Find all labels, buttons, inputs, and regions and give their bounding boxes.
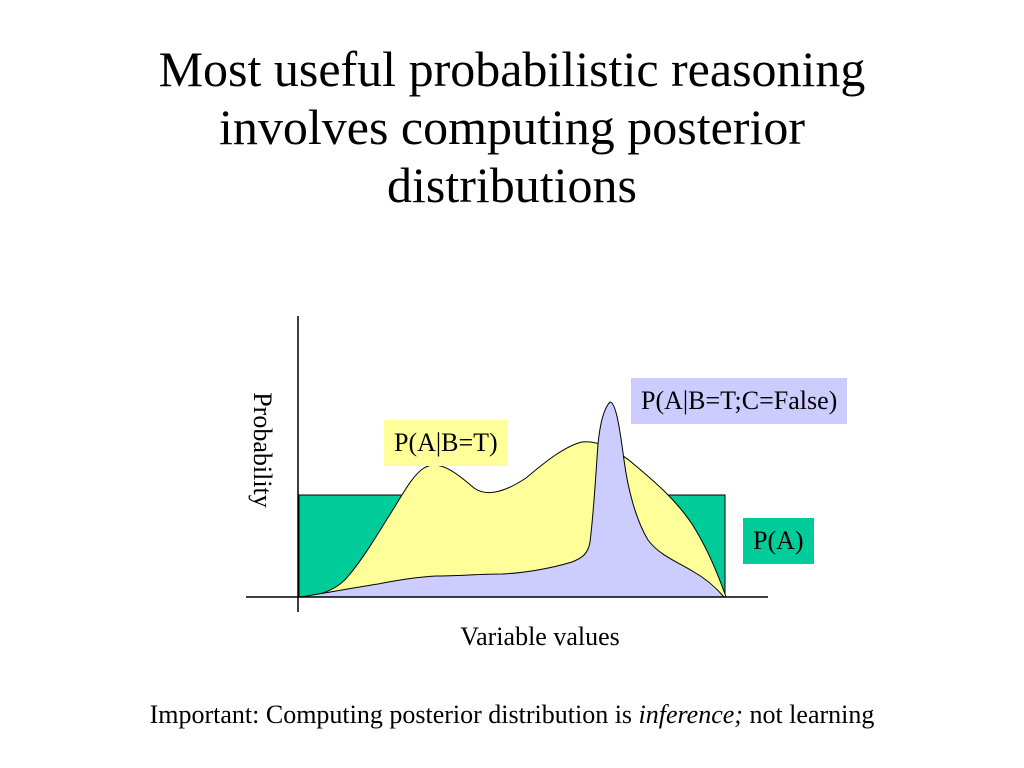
footnote-suffix: not learning	[742, 700, 875, 729]
prior-label: P(A)	[743, 518, 814, 564]
posterior-bc-distribution-area	[299, 401, 726, 598]
title-line-1: Most useful probabilistic reasoning	[158, 41, 866, 97]
x-axis-label: Variable values	[460, 622, 620, 651]
slide-title: Most useful probabilistic reasoning invo…	[0, 40, 1024, 214]
y-axis-label: Probability	[248, 392, 277, 508]
title-line-2: involves computing posterior	[218, 99, 806, 155]
posterior-bc-label: P(A|B=T;C=False)	[631, 378, 848, 424]
footnote-emphasis: inference;	[638, 700, 743, 729]
title-line-3: distributions	[386, 157, 638, 213]
footnote-prefix: Important: Computing posterior distribut…	[149, 700, 639, 729]
posterior-b-label: P(A|B=T)	[384, 420, 508, 466]
footnote: Important: Computing posterior distribut…	[0, 700, 1024, 730]
